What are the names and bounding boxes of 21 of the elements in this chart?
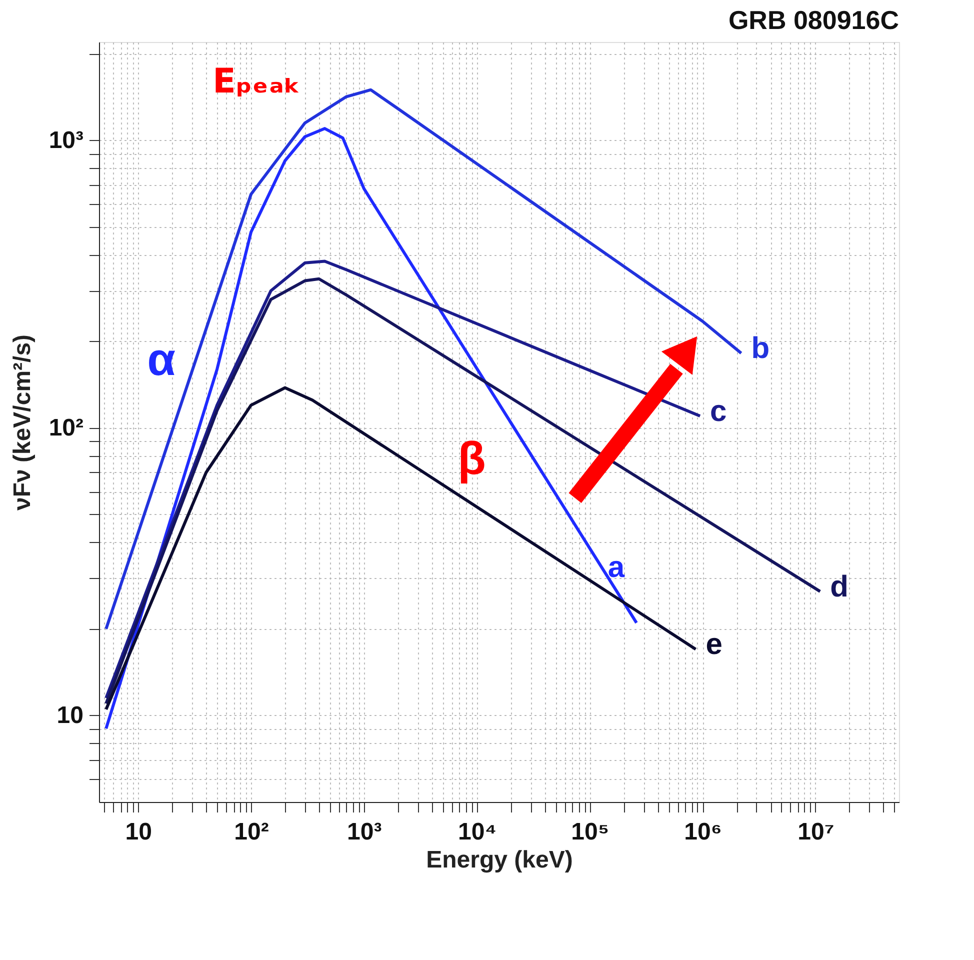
x-tick-label: 10⁷	[798, 818, 834, 846]
x-axis-title: Energy (keV)	[426, 846, 573, 874]
y-tick-label: 10²	[48, 414, 84, 442]
x-tick-label: 10⁴	[458, 818, 497, 846]
x-tick-label: 10⁵	[571, 818, 610, 846]
x-tick-label: 10³	[347, 818, 382, 846]
y-tick-label: 10	[56, 702, 84, 729]
x-tick-label: 10²	[234, 818, 269, 846]
chart-title: GRB 080916C	[728, 5, 900, 35]
y-axis-title: νFν (keV/cm²/s)	[8, 334, 36, 511]
series-label: e	[706, 628, 722, 662]
series-label: c	[710, 395, 727, 428]
annotation: α	[147, 333, 176, 386]
series-label: d	[830, 570, 848, 604]
annotation: β	[458, 432, 486, 484]
series-label: b	[751, 332, 770, 366]
x-tick-label: 10⁶	[684, 818, 722, 846]
series-label: a	[608, 550, 625, 584]
x-tick-label: 10	[125, 818, 152, 846]
annotation: Eₚₑₐₖ	[212, 61, 301, 102]
y-tick-label: 10³	[48, 126, 84, 154]
